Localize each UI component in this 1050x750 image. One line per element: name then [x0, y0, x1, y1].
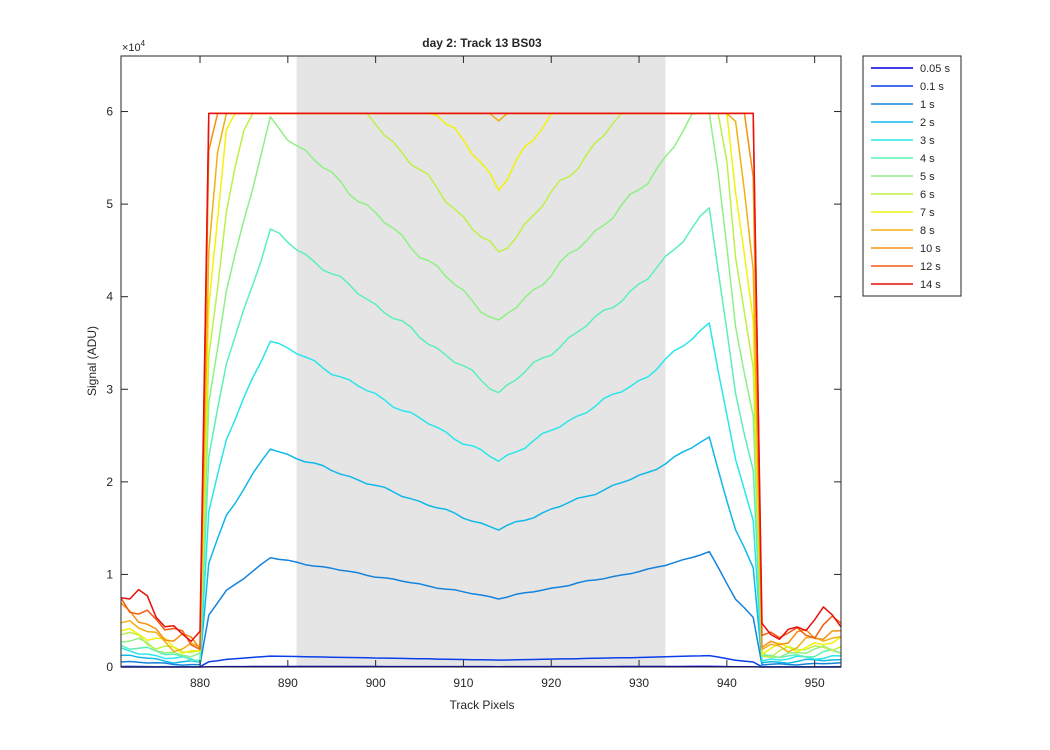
plot-area: 880 890 900 910 920 930 940 950 0 1 2 3 4 5 6	[106, 55, 842, 690]
legend-label: 7 s	[920, 207, 935, 219]
y-axis-label: Signal (ADU)	[85, 326, 99, 396]
x-tick-label: 940	[717, 676, 737, 690]
x-axis: 880 890 900 910 920 930 940 950	[190, 56, 825, 690]
y-tick-label: 2	[106, 475, 113, 489]
x-tick-label: 880	[190, 676, 210, 690]
y-tick-label: 1	[106, 567, 113, 581]
series-line-0-1-s	[120, 654, 842, 668]
y-tick-label: 5	[106, 197, 113, 211]
y-axis: 0 1 2 3 4 5 6	[106, 105, 841, 674]
legend-label: 0.05 s	[920, 63, 950, 75]
y-tick-label: 6	[106, 105, 113, 119]
x-tick-label: 910	[453, 676, 473, 690]
legend-label: 10 s	[920, 243, 941, 255]
y-exponent-power: 4	[141, 39, 146, 48]
legend-label: 1 s	[920, 99, 935, 111]
legend-label: 4 s	[920, 153, 935, 165]
legend-label: 5 s	[920, 171, 935, 183]
series-line-5-s	[120, 112, 842, 659]
series-line-3-s	[120, 322, 842, 664]
chart-title: day 2: Track 13 BS03	[422, 36, 542, 50]
x-axis-label: Track Pixels	[450, 698, 515, 712]
legend-label: 14 s	[920, 279, 941, 291]
series-line-14-s	[120, 112, 842, 643]
y-exponent-label: ×104	[122, 39, 146, 54]
x-tick-label: 920	[541, 676, 561, 690]
shaded-region	[296, 56, 666, 667]
x-tick-label: 950	[805, 676, 825, 690]
y-tick-label: 0	[106, 660, 113, 674]
series-line-2-s	[120, 436, 842, 664]
legend: 0.05 s 0.1 s 1 s 2 s 3 s 4 s 5 s 6 s 7 s 8 s 10 s 1…	[862, 55, 962, 297]
x-tick-label: 900	[366, 676, 386, 690]
legend-label: 3 s	[920, 135, 935, 147]
series-line-6-s	[120, 112, 842, 659]
series-line-1-s	[120, 550, 842, 666]
y-tick-label: 3	[106, 382, 113, 396]
series-line-4-s	[120, 207, 842, 662]
x-tick-label: 930	[629, 676, 649, 690]
legend-label: 12 s	[920, 261, 941, 273]
legend-label: 2 s	[920, 117, 935, 129]
legend-label: 8 s	[920, 225, 935, 237]
x-tick-label: 890	[278, 676, 298, 690]
legend-label: 6 s	[920, 189, 935, 201]
y-tick-label: 4	[106, 290, 113, 304]
axes-box	[120, 55, 842, 668]
legend-label: 0.1 s	[920, 81, 944, 93]
series-layer	[120, 112, 842, 668]
y-exponent-base: ×10	[122, 42, 141, 54]
